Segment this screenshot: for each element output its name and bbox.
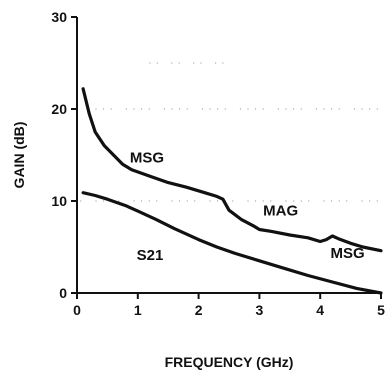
annotation-msg: MSG xyxy=(330,245,364,262)
grid-dot xyxy=(103,200,105,202)
grid-dot xyxy=(239,108,241,110)
annotation-mag: MAG xyxy=(263,203,298,220)
grid-dot xyxy=(141,200,143,202)
grid-dot xyxy=(300,200,302,202)
grid-dot xyxy=(361,200,363,202)
grid-dot xyxy=(156,62,158,64)
grid-dot xyxy=(255,200,257,202)
grid-dot xyxy=(353,108,355,110)
grid-dot xyxy=(148,200,150,202)
y-tick-label: 30 xyxy=(51,9,67,25)
grid-dot xyxy=(285,108,287,110)
grid-dot xyxy=(193,62,195,64)
x-tick-label: 2 xyxy=(195,302,203,318)
grid-dot xyxy=(171,108,173,110)
grid-dot xyxy=(186,200,188,202)
grid-dot xyxy=(118,200,120,202)
grid-dot xyxy=(285,200,287,202)
grid-dot xyxy=(80,200,82,202)
grid-dot xyxy=(331,200,333,202)
gain-curve-s21 xyxy=(81,191,383,295)
grid-dot xyxy=(125,108,127,110)
grid-dot xyxy=(148,108,150,110)
grid-dot xyxy=(262,108,264,110)
grid-dot xyxy=(209,108,211,110)
grid-dot xyxy=(361,108,363,110)
series-curves xyxy=(81,87,383,295)
y-tick-label: 0 xyxy=(59,285,67,301)
grid-dot xyxy=(338,108,340,110)
grid-dot xyxy=(323,200,325,202)
curve-annotations: MSG MAG MSG S21 xyxy=(130,149,365,264)
grid-dot xyxy=(262,200,264,202)
grid-dot xyxy=(323,108,325,110)
annotation-msg: MSG xyxy=(130,149,164,166)
grid-dot xyxy=(200,62,202,64)
grid-dot xyxy=(270,200,272,202)
x-tick-label: 5 xyxy=(377,302,385,318)
grid-dot xyxy=(163,108,165,110)
grid-dot xyxy=(141,108,143,110)
grid-dot xyxy=(178,62,180,64)
y-tick-label: 20 xyxy=(51,101,67,117)
grid-dot xyxy=(293,108,295,110)
grid-dot xyxy=(224,108,226,110)
axes-frame xyxy=(76,17,381,294)
grid-dot xyxy=(171,200,173,202)
grid-dot xyxy=(95,200,97,202)
grid-dot xyxy=(194,200,196,202)
x-tick-label: 4 xyxy=(316,302,324,318)
grid-dot xyxy=(103,108,105,110)
grid-dot xyxy=(255,108,257,110)
grid-dot xyxy=(346,200,348,202)
grid-dot xyxy=(315,108,317,110)
grid-dot xyxy=(171,62,173,64)
grid-dot xyxy=(300,108,302,110)
grid-dot xyxy=(209,200,211,202)
x-tick-label: 0 xyxy=(73,302,81,318)
grid-dot xyxy=(156,200,158,202)
x-tick-label: 1 xyxy=(134,302,142,318)
grid-dot xyxy=(247,108,249,110)
y-tick-label: 10 xyxy=(51,193,67,209)
grid-dot xyxy=(369,200,371,202)
grid-dot xyxy=(217,108,219,110)
grid-dot xyxy=(338,200,340,202)
grid-dot xyxy=(215,62,217,64)
grid-dot xyxy=(179,108,181,110)
grid-dot xyxy=(369,108,371,110)
grid-dot xyxy=(308,200,310,202)
grid-dot xyxy=(95,108,97,110)
y-axis-label: GAIN (dB) xyxy=(11,122,27,189)
grid-dot xyxy=(217,200,219,202)
grid-dot xyxy=(133,108,135,110)
gain-curve-msg-mag xyxy=(81,87,383,253)
grid-dot xyxy=(232,200,234,202)
grid-dot xyxy=(222,62,224,64)
grid-dot xyxy=(376,200,378,202)
grid-dot xyxy=(277,108,279,110)
grid-dot xyxy=(133,200,135,202)
grid-dot xyxy=(110,108,112,110)
axis-ticks xyxy=(71,16,382,299)
gridlines xyxy=(80,62,378,202)
tick-labels: 0 1 2 3 4 5 0 10 20 30 xyxy=(51,9,385,318)
grid-dot xyxy=(149,62,151,64)
grid-dot xyxy=(186,108,188,110)
grid-dot xyxy=(376,108,378,110)
grid-dot xyxy=(201,108,203,110)
grid-dot xyxy=(331,108,333,110)
x-tick-label: 3 xyxy=(256,302,264,318)
grid-dot xyxy=(293,200,295,202)
grid-dot xyxy=(179,200,181,202)
grid-dot xyxy=(247,200,249,202)
annotation-s21: S21 xyxy=(137,247,164,264)
x-axis-label: FREQUENCY (GHz) xyxy=(165,354,294,370)
